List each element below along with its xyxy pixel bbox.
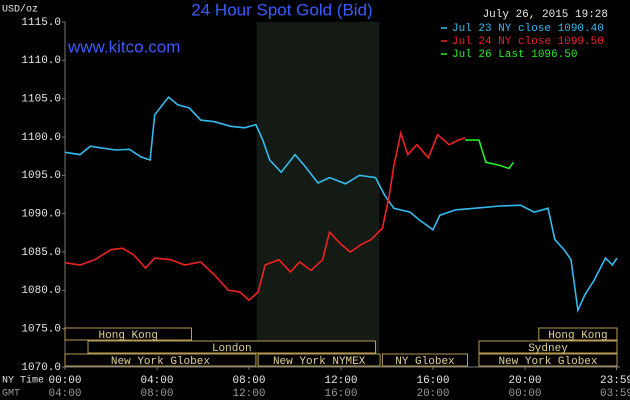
- site-label: www.kitco.com: [67, 37, 180, 56]
- session-box: [538, 327, 618, 341]
- chart-title: 24 Hour Spot Gold (Bid): [191, 0, 372, 19]
- gmt-tick-label: 08:00: [140, 388, 173, 400]
- y-tick-label: 1100.0: [21, 132, 61, 144]
- gmt-tick-label: 00:00: [508, 388, 541, 400]
- session-label: New York NYMEX: [273, 356, 366, 368]
- session-label: Hong Kong: [99, 330, 158, 342]
- y-tick-label: 1095.0: [21, 170, 61, 182]
- y-tick-label: 1110.0: [21, 55, 61, 67]
- gmt-tick-label: 16:00: [324, 388, 357, 400]
- y-tick-label: 1075.0: [21, 324, 61, 336]
- gmt-tick-label: 20:00: [416, 388, 449, 400]
- y-tick-label: 1090.0: [21, 209, 61, 221]
- session-box: [64, 353, 257, 367]
- session-box: [87, 340, 376, 354]
- x-tick-label: 16:00: [416, 375, 449, 387]
- y-axis-label: USD/oz: [2, 4, 38, 16]
- x-row-label: NY Time: [2, 375, 44, 387]
- y-tick-label: 1085.0: [21, 247, 61, 259]
- y-tick-label: 1080.0: [21, 285, 61, 297]
- session-box: [478, 340, 618, 354]
- legend-label: Jul 26 Last 1096.50: [452, 49, 577, 61]
- x-tick-label: 23:59: [600, 375, 630, 387]
- session-label: New York Globex: [498, 356, 597, 368]
- price-line: [64, 95, 618, 314]
- legend-label: Jul 24 NY close 1099.50: [452, 36, 604, 48]
- y-tick-label: 1070.0: [21, 362, 61, 374]
- session-label: London: [212, 343, 252, 355]
- gmt-tick-label: 03:59: [600, 388, 630, 400]
- session-box: [478, 353, 618, 367]
- y-tick-label: 1105.0: [21, 94, 61, 106]
- legend-label: Jul 23 NY close 1090.40: [452, 23, 604, 35]
- x-tick-label: 20:00: [508, 375, 541, 387]
- price-line: [465, 139, 515, 170]
- gmt-tick-label: 12:00: [232, 388, 265, 400]
- x-tick-label: 00:00: [48, 375, 81, 387]
- session-box: [64, 327, 192, 341]
- x-tick-label: 04:00: [140, 375, 173, 387]
- y-tick-label: 1115.0: [21, 17, 61, 29]
- session-label: NY Globex: [395, 356, 455, 368]
- session-box: [257, 353, 381, 367]
- session-box: [381, 353, 468, 367]
- timestamp: July 26, 2015 19:28: [483, 9, 608, 21]
- price-line: [64, 130, 466, 302]
- session-label: New York Globex: [111, 356, 210, 368]
- shaded-range: [256, 22, 380, 367]
- gmt-tick-label: 04:00: [48, 388, 81, 400]
- x-tick-label: 08:00: [232, 375, 265, 387]
- x-tick-label: 12:00: [324, 375, 357, 387]
- session-label: Sydney: [528, 343, 568, 355]
- session-label: Hong Kong: [548, 330, 607, 342]
- x-row-label: GMT: [2, 389, 20, 400]
